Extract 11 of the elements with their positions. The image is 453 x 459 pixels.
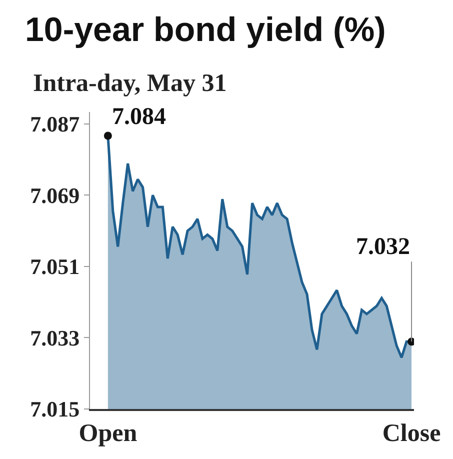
annotation: 7.032 bbox=[356, 234, 410, 260]
chart-subtitle: Intra-day, May 31 bbox=[33, 70, 227, 97]
y-tick-label: 7.033 bbox=[30, 325, 80, 350]
chart-title: 10-year bond yield (%) bbox=[25, 11, 386, 49]
x-tick-label: Open bbox=[78, 420, 138, 447]
y-tick-label: 7.087 bbox=[30, 112, 80, 137]
x-tick-label: Close bbox=[382, 420, 441, 447]
annotation: 7.084 bbox=[112, 104, 166, 130]
y-tick-label: 7.069 bbox=[30, 182, 80, 208]
y-tick-label: 7.015 bbox=[30, 396, 80, 422]
y-tick-label: 7.051 bbox=[30, 254, 80, 280]
